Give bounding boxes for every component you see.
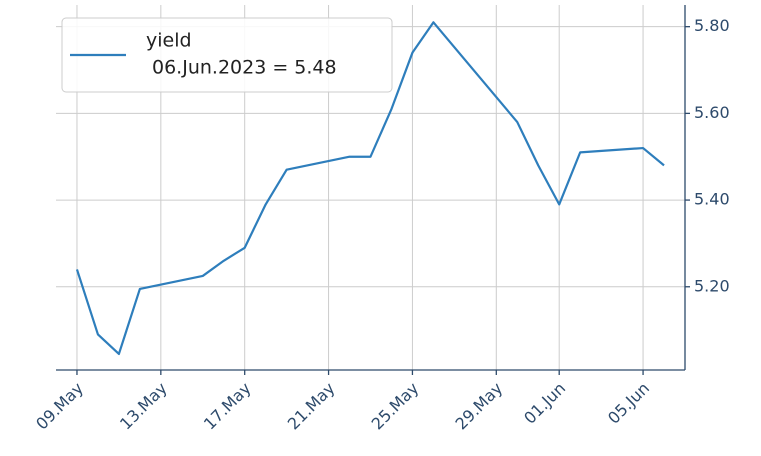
y-tick-label: 5.80 (694, 16, 730, 35)
legend: yield 06.Jun.2023 = 5.48 (61, 17, 393, 93)
x-tick-label: 17.May (200, 379, 255, 434)
y-tick-label: 5.40 (694, 190, 730, 209)
y-tick-label: 5.20 (694, 276, 730, 295)
x-tick-label: 21.May (284, 379, 339, 434)
legend-label: yield (146, 30, 192, 52)
line (75, 21, 665, 356)
x-tick-label: 29.May (451, 379, 506, 434)
legend-box (61, 17, 393, 93)
x-tick-label: 13.May (116, 379, 171, 434)
x-tick-label: 25.May (368, 379, 423, 434)
x-tick-label: 09.May (32, 379, 87, 434)
y-tick-label: 5.60 (694, 103, 730, 122)
x-tick-label: 05.Jun (604, 379, 653, 428)
legend-annotation: 06.Jun.2023 = 5.48 (152, 57, 337, 79)
x-tick-label: 01.Jun (520, 379, 569, 428)
